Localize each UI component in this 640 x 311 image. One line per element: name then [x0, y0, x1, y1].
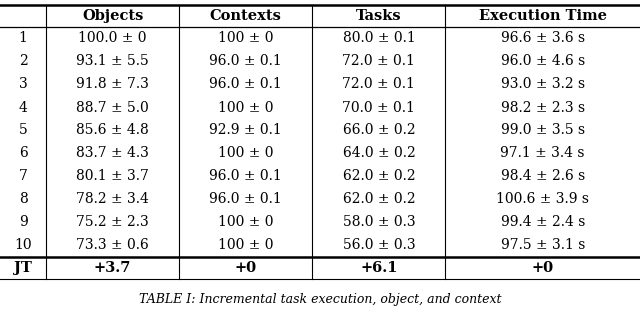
Text: 96.0 ± 0.1: 96.0 ± 0.1: [209, 193, 282, 207]
Text: 10: 10: [14, 239, 32, 253]
Text: 62.0 ± 0.2: 62.0 ± 0.2: [342, 193, 415, 207]
Text: 56.0 ± 0.3: 56.0 ± 0.3: [342, 239, 415, 253]
Text: 93.0 ± 3.2 s: 93.0 ± 3.2 s: [500, 77, 585, 91]
Text: 92.9 ± 0.1: 92.9 ± 0.1: [209, 123, 282, 137]
Text: 58.0 ± 0.3: 58.0 ± 0.3: [342, 216, 415, 230]
Text: 96.0 ± 0.1: 96.0 ± 0.1: [209, 77, 282, 91]
Text: 75.2 ± 2.3: 75.2 ± 2.3: [76, 216, 149, 230]
Text: 100 ± 0: 100 ± 0: [218, 216, 273, 230]
Text: 6: 6: [19, 146, 28, 160]
Text: TABLE I: Incremental task execution, object, and context: TABLE I: Incremental task execution, obj…: [139, 293, 501, 306]
Text: 100.6 ± 3.9 s: 100.6 ± 3.9 s: [496, 193, 589, 207]
Text: 100 ± 0: 100 ± 0: [218, 239, 273, 253]
Text: 100.0 ± 0: 100.0 ± 0: [78, 31, 147, 45]
Text: +6.1: +6.1: [360, 261, 397, 275]
Text: 64.0 ± 0.2: 64.0 ± 0.2: [342, 146, 415, 160]
Text: Tasks: Tasks: [356, 9, 402, 23]
Text: 97.1 ± 3.4 s: 97.1 ± 3.4 s: [500, 146, 585, 160]
Text: 7: 7: [19, 169, 28, 183]
Text: +0: +0: [532, 261, 554, 275]
Text: 72.0 ± 0.1: 72.0 ± 0.1: [342, 77, 415, 91]
Text: 98.2 ± 2.3 s: 98.2 ± 2.3 s: [500, 100, 585, 114]
Text: 4: 4: [19, 100, 28, 114]
Text: Objects: Objects: [82, 9, 143, 23]
Text: 100 ± 0: 100 ± 0: [218, 31, 273, 45]
Text: 100 ± 0: 100 ± 0: [218, 100, 273, 114]
Text: 70.0 ± 0.1: 70.0 ± 0.1: [342, 100, 415, 114]
Text: Execution Time: Execution Time: [479, 9, 607, 23]
Text: 73.3 ± 0.6: 73.3 ± 0.6: [76, 239, 149, 253]
Text: 66.0 ± 0.2: 66.0 ± 0.2: [342, 123, 415, 137]
Text: +0: +0: [235, 261, 257, 275]
Text: JT: JT: [14, 261, 32, 275]
Text: 78.2 ± 3.4: 78.2 ± 3.4: [76, 193, 149, 207]
Text: 93.1 ± 5.5: 93.1 ± 5.5: [76, 54, 149, 68]
Text: 96.0 ± 0.1: 96.0 ± 0.1: [209, 54, 282, 68]
Text: 96.6 ± 3.6 s: 96.6 ± 3.6 s: [500, 31, 585, 45]
Text: 1: 1: [19, 31, 28, 45]
Text: Contexts: Contexts: [210, 9, 282, 23]
Text: 98.4 ± 2.6 s: 98.4 ± 2.6 s: [500, 169, 585, 183]
Text: 96.0 ± 4.6 s: 96.0 ± 4.6 s: [500, 54, 585, 68]
Text: 88.7 ± 5.0: 88.7 ± 5.0: [76, 100, 149, 114]
Text: 2: 2: [19, 54, 28, 68]
Text: 91.8 ± 7.3: 91.8 ± 7.3: [76, 77, 149, 91]
Text: 72.0 ± 0.1: 72.0 ± 0.1: [342, 54, 415, 68]
Text: 80.1 ± 3.7: 80.1 ± 3.7: [76, 169, 149, 183]
Text: 100 ± 0: 100 ± 0: [218, 146, 273, 160]
Text: 96.0 ± 0.1: 96.0 ± 0.1: [209, 169, 282, 183]
Text: 99.0 ± 3.5 s: 99.0 ± 3.5 s: [500, 123, 585, 137]
Text: +3.7: +3.7: [94, 261, 131, 275]
Text: 9: 9: [19, 216, 28, 230]
Text: 99.4 ± 2.4 s: 99.4 ± 2.4 s: [500, 216, 585, 230]
Text: 5: 5: [19, 123, 28, 137]
Text: 85.6 ± 4.8: 85.6 ± 4.8: [76, 123, 149, 137]
Text: 8: 8: [19, 193, 28, 207]
Text: 62.0 ± 0.2: 62.0 ± 0.2: [342, 169, 415, 183]
Text: 80.0 ± 0.1: 80.0 ± 0.1: [342, 31, 415, 45]
Text: 97.5 ± 3.1 s: 97.5 ± 3.1 s: [500, 239, 585, 253]
Text: 83.7 ± 4.3: 83.7 ± 4.3: [76, 146, 149, 160]
Text: 3: 3: [19, 77, 28, 91]
